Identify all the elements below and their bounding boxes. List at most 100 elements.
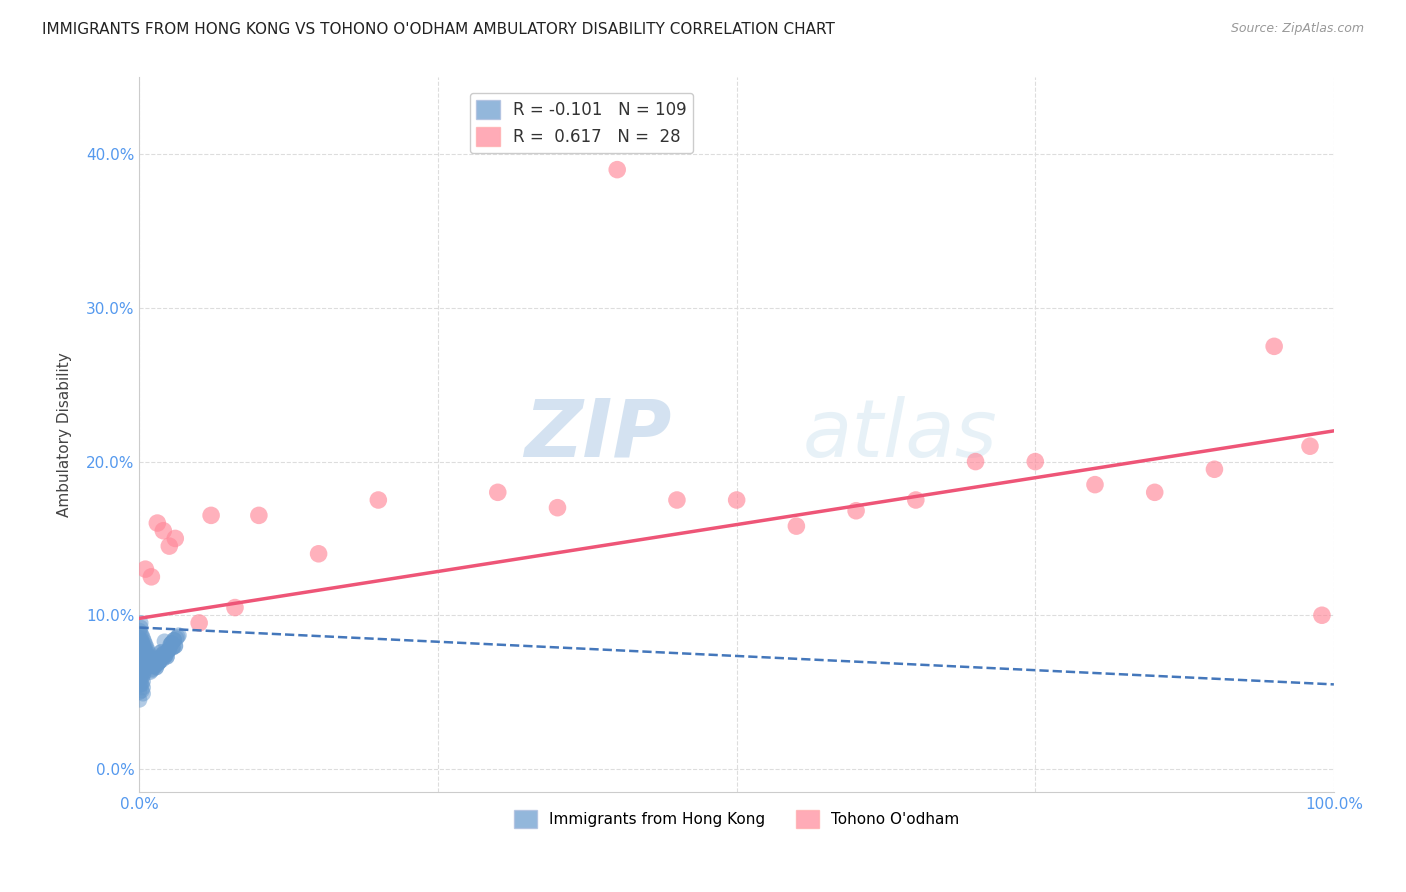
- Point: [159, 637, 181, 651]
- Point: [139, 649, 162, 664]
- Point: [135, 647, 157, 661]
- Point: [132, 674, 155, 689]
- Point: [486, 485, 509, 500]
- Point: [547, 500, 569, 515]
- Point: [132, 681, 155, 695]
- Point: [128, 632, 150, 646]
- Point: [131, 659, 153, 673]
- Point: [152, 524, 174, 538]
- Point: [134, 665, 156, 679]
- Point: [132, 662, 155, 676]
- Point: [149, 654, 172, 668]
- Point: [148, 656, 170, 670]
- Point: [149, 654, 172, 668]
- Point: [128, 685, 150, 699]
- Point: [131, 647, 153, 661]
- Point: [138, 653, 160, 667]
- Point: [785, 519, 807, 533]
- Point: [134, 637, 156, 651]
- Point: [157, 539, 180, 553]
- Point: [134, 653, 156, 667]
- Point: [135, 640, 157, 655]
- Point: [129, 615, 152, 630]
- Point: [1310, 608, 1333, 623]
- Point: [135, 653, 157, 667]
- Point: [129, 670, 152, 684]
- Point: [129, 677, 152, 691]
- Point: [148, 656, 170, 670]
- Point: [152, 647, 174, 661]
- Point: [132, 632, 155, 646]
- Point: [132, 649, 155, 664]
- Point: [157, 642, 180, 657]
- Point: [142, 662, 165, 676]
- Text: ZIP: ZIP: [523, 396, 671, 474]
- Point: [134, 649, 156, 664]
- Point: [1084, 477, 1107, 491]
- Point: [132, 637, 155, 651]
- Point: [131, 634, 153, 648]
- Point: [136, 656, 159, 670]
- Point: [129, 664, 152, 678]
- Point: [145, 660, 167, 674]
- Point: [159, 637, 181, 651]
- Point: [131, 665, 153, 679]
- Point: [166, 630, 188, 644]
- Point: [146, 651, 169, 665]
- Point: [129, 642, 152, 657]
- Legend: Immigrants from Hong Kong, Tohono O'odham: Immigrants from Hong Kong, Tohono O'odha…: [508, 804, 966, 834]
- Point: [128, 692, 150, 706]
- Point: [845, 504, 868, 518]
- Point: [157, 643, 180, 657]
- Point: [134, 647, 156, 661]
- Point: [153, 634, 176, 648]
- Point: [129, 636, 152, 650]
- Point: [134, 562, 156, 576]
- Point: [188, 615, 211, 630]
- Point: [131, 683, 153, 698]
- Point: [142, 657, 165, 672]
- Point: [129, 621, 152, 635]
- Point: [142, 657, 165, 672]
- Point: [142, 656, 165, 670]
- Point: [138, 659, 160, 673]
- Point: [141, 664, 163, 678]
- Point: [163, 632, 186, 647]
- Point: [139, 656, 162, 670]
- Point: [145, 660, 167, 674]
- Point: [163, 632, 186, 647]
- Text: IMMIGRANTS FROM HONG KONG VS TOHONO O'ODHAM AMBULATORY DISABILITY CORRELATION CH: IMMIGRANTS FROM HONG KONG VS TOHONO O'OD…: [42, 22, 835, 37]
- Point: [150, 653, 173, 667]
- Point: [128, 654, 150, 668]
- Point: [129, 626, 152, 640]
- Point: [134, 640, 156, 655]
- Point: [149, 645, 172, 659]
- Point: [131, 677, 153, 691]
- Point: [146, 516, 169, 530]
- Point: [167, 628, 190, 642]
- Point: [162, 640, 184, 655]
- Point: [165, 532, 187, 546]
- Point: [129, 648, 152, 663]
- Point: [136, 649, 159, 664]
- Point: [132, 687, 155, 701]
- Point: [141, 570, 163, 584]
- Point: [200, 508, 222, 523]
- Point: [131, 640, 153, 655]
- Point: [138, 647, 160, 661]
- Point: [1204, 462, 1226, 476]
- Point: [247, 508, 270, 523]
- Point: [134, 656, 156, 670]
- Point: [308, 547, 330, 561]
- Point: [1299, 439, 1322, 453]
- Point: [665, 493, 688, 508]
- Point: [131, 671, 153, 685]
- Point: [965, 454, 987, 468]
- Point: [165, 639, 187, 653]
- Point: [128, 647, 150, 661]
- Point: [132, 668, 155, 682]
- Point: [132, 656, 155, 670]
- Text: Source: ZipAtlas.com: Source: ZipAtlas.com: [1230, 22, 1364, 36]
- Point: [155, 648, 177, 663]
- Point: [131, 653, 153, 667]
